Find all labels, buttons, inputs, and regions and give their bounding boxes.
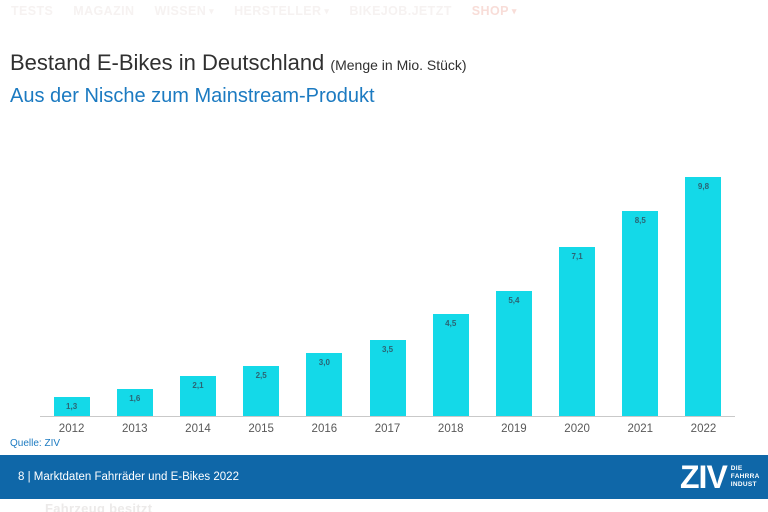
header: Bestand E-Bikes in Deutschland (Menge in… [10,50,467,108]
bar-value-label: 2,5 [255,371,267,380]
title-unit-note: (Menge in Mio. Stück) [330,57,467,73]
page-subtitle: Aus der Nische zum Mainstream-Produkt [10,85,375,107]
bar: 3,5 [369,340,406,416]
bar-column: 4,5 2018 [419,170,482,435]
bar-value-label: 5,4 [508,296,520,305]
bar-value-label: 1,6 [129,394,141,403]
nav-item-bikejob-jetzt[interactable]: BIKEJOB.JETZT [349,4,451,18]
top-nav: TESTS MAGAZIN WISSEN ▾ HERSTELLER ▾ BIKEJOB.JE… [11,4,517,18]
x-axis-label: 2015 [248,423,274,435]
chevron-down-icon: ▾ [209,6,215,16]
bar: 2,5 [243,366,280,416]
page-title-text: Bestand E-Bikes in Deutschland [10,50,325,75]
x-axis-label: 2019 [501,423,527,435]
bar: 3,0 [306,353,343,416]
bar-value-label: 8,5 [634,216,646,225]
bar-chart: 1,3 2012 1,6 2013 2,1 2014 2,5 2015 3,0 2016 3,5 20… [40,170,735,435]
nav-item-shop[interactable]: SHOP ▾ [472,4,517,18]
x-axis-label: 2018 [437,423,464,435]
bar: 1,3 [53,397,90,416]
nav-item-label: MAGAZIN [73,4,135,18]
nav-item-label: BIKEJOB.JETZT [349,4,452,18]
bar: 8,5 [622,211,659,416]
page-title: Bestand E-Bikes in Deutschland (Menge in… [10,50,467,78]
bar-column: 7,1 2020 [546,170,609,435]
bar-column: 8,5 2021 [609,170,672,435]
bar-column: 2,1 2014 [166,170,229,435]
bar-value-label: 1,3 [66,402,78,411]
x-axis-label: 2022 [690,423,717,435]
x-axis-label: 2012 [58,423,85,435]
footer-page-text: 8 | Marktdaten Fahrräder und E-Bikes 202… [18,471,239,483]
chevron-down-icon: ▾ [511,6,517,16]
footer-bar: 8 | Marktdaten Fahrräder und E-Bikes 202… [0,455,768,499]
bar-value-label: 7,1 [571,252,583,261]
nav-item-label: HERSTELLER [234,4,322,18]
nav-item-tests[interactable]: TESTS [11,4,53,18]
bar-value-label: 4,5 [445,319,457,328]
ziv-logo: ZIV DIE FAHRRA INDUST [680,459,760,495]
nav-item-wissen[interactable]: WISSEN ▾ [154,4,214,18]
x-axis-label: 2020 [564,423,590,435]
ziv-logo-subtext-line: FAHRRA [730,473,760,480]
ziv-logo-subtext-line: DIE [730,465,743,472]
nav-item-label: TESTS [11,4,54,18]
x-axis-label: 2014 [185,423,211,435]
x-axis-label: 2013 [121,423,148,435]
bar: 7,1 [559,247,596,416]
nav-item-label: SHOP [471,4,509,18]
bar-column: 2,5 2015 [230,170,293,435]
x-axis-label: 2017 [374,423,401,435]
bar-column: 1,3 2012 [40,170,103,435]
bar-column: 9,8 2022 [672,170,735,435]
ziv-logo-subtext: DIE FAHRRA INDUST [731,465,760,489]
nav-item-magazin[interactable]: MAGAZIN [73,4,134,18]
bar: 4,5 [432,314,469,416]
bar-column: 1,6 2013 [103,170,166,435]
bar-value-label: 3,0 [318,358,330,367]
background-faint-text: Fahrzeug besitzt [45,501,153,512]
nav-item-label: WISSEN [154,4,207,18]
x-axis-label: 2016 [311,423,338,435]
bar-value-label: 9,8 [697,182,710,191]
x-axis-label: 2021 [627,423,654,435]
bar: 5,4 [495,291,532,416]
bar: 2,1 [179,376,216,416]
bar-column: 5,4 2019 [482,170,545,435]
bar: 9,8 [685,177,722,416]
chevron-down-icon: ▾ [324,6,330,16]
source-label: Quelle: ZIV [10,438,61,449]
bar-column: 3,5 2017 [356,170,419,435]
bar-value-label: 3,5 [381,345,394,354]
nav-item-hersteller[interactable]: HERSTELLER ▾ [234,4,329,18]
bar: 1,6 [116,389,153,416]
ziv-logo-text: ZIV [680,459,728,495]
bar-column: 3,0 2016 [293,170,356,435]
bar-value-label: 2,1 [192,381,204,390]
ziv-logo-subtext-line: INDUST [730,481,757,488]
